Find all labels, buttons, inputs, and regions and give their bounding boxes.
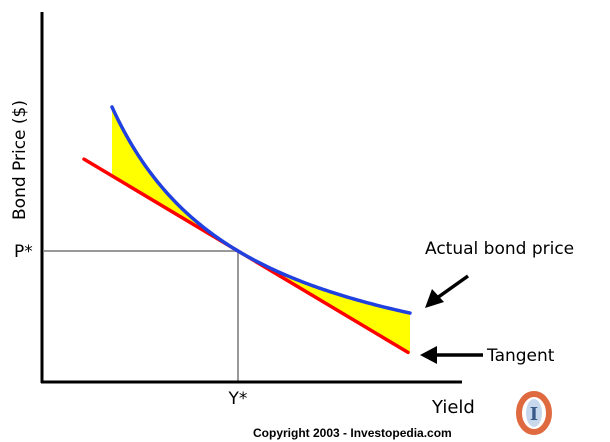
logo-letter: I [530, 404, 538, 425]
y-axis-label: Bond Price ($) [10, 100, 30, 220]
copyright-text: Copyright 2003 - Investopedia.com [253, 426, 452, 440]
actual-bond-price-annotation: Actual bond price [425, 239, 574, 259]
y-tick-label: P* [14, 242, 33, 262]
x-axis-label: Yield [431, 397, 475, 418]
x-tick-label: Y* [228, 389, 248, 409]
tangent-annotation: Tangent [486, 346, 555, 366]
actual-bond-price-arrow [435, 274, 470, 300]
actual-bond-price-curve [110, 105, 412, 315]
investopedia-logo: I [516, 391, 552, 435]
tangent-arrowhead [420, 346, 437, 364]
actual-bond-price-arrowhead [425, 289, 444, 308]
convexity-shaded-area [112, 107, 410, 354]
